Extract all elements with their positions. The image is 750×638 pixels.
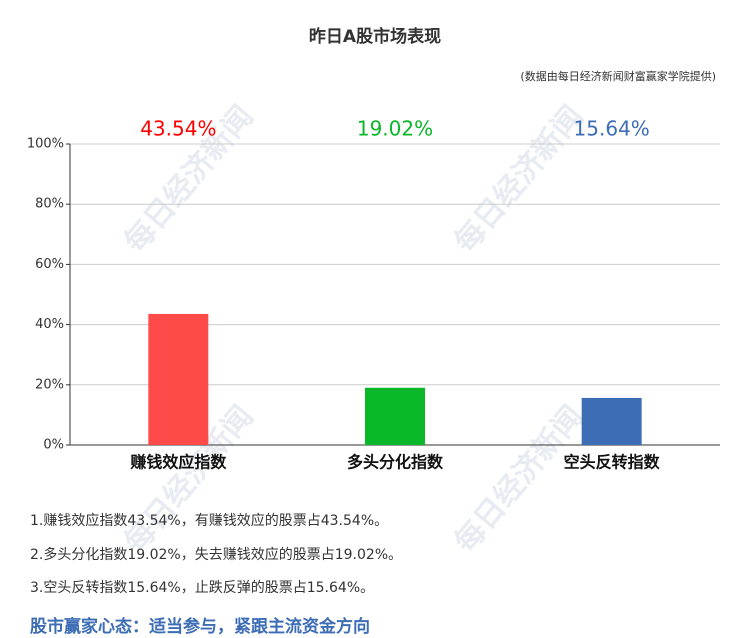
watermark: 每日经济新闻 xyxy=(448,399,591,559)
bar xyxy=(581,397,642,445)
y-tick-label: 40% xyxy=(35,317,64,332)
note: 1.赚钱效应指数43.54%，有赚钱效应的股票占43.54%。 xyxy=(30,512,388,529)
value-label: 19.02% xyxy=(357,117,433,141)
y-tick-label: 80% xyxy=(35,197,64,212)
x-tick-label: 赚钱效应指数 xyxy=(129,453,227,472)
chart-title: 昨日A股市场表现 xyxy=(309,26,441,47)
note: 2.多头分化指数19.02%，失去赚钱效应的股票占19.02%。 xyxy=(30,546,402,563)
value-label: 15.64% xyxy=(574,117,650,141)
footer: 股市赢家心态：适当参与，紧跟主流资金方向 xyxy=(30,616,370,637)
y-tick-label: 20% xyxy=(35,377,64,392)
y-tick-label: 60% xyxy=(35,257,64,272)
chart-subtitle: (数据由每日经济新闻财富赢家学院提供) xyxy=(520,69,716,83)
bar xyxy=(148,313,209,445)
x-tick-label: 空头反转指数 xyxy=(564,453,661,472)
y-tick-label: 0% xyxy=(43,438,64,453)
x-tick-label: 多头分化指数 xyxy=(347,453,444,472)
y-tick-label: 100% xyxy=(27,137,64,152)
bar xyxy=(365,387,425,445)
watermark: 每日经济新闻 xyxy=(448,99,591,259)
note: 3.空头反转指数15.64%，止跌反弹的股票占15.64%。 xyxy=(30,580,374,596)
value-label: 43.54% xyxy=(140,117,216,141)
